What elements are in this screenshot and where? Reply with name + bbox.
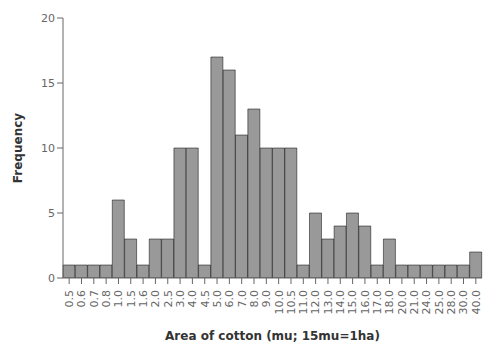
svg-text:8.0: 8.0 <box>248 290 261 308</box>
svg-text:10: 10 <box>41 142 55 155</box>
svg-text:16.0: 16.0 <box>359 290 372 315</box>
svg-text:14.0: 14.0 <box>334 290 347 315</box>
svg-text:7.0: 7.0 <box>236 290 249 308</box>
svg-text:0.6: 0.6 <box>75 290 88 308</box>
svg-text:9.0: 9.0 <box>260 290 273 308</box>
svg-text:24.0: 24.0 <box>420 290 433 315</box>
svg-text:1.5: 1.5 <box>125 290 138 308</box>
svg-text:1.6: 1.6 <box>137 290 150 308</box>
svg-text:4.0: 4.0 <box>186 290 199 308</box>
svg-text:6.0: 6.0 <box>223 290 236 308</box>
svg-text:10.5: 10.5 <box>285 290 298 315</box>
svg-text:1.0: 1.0 <box>112 290 125 308</box>
svg-text:0.7: 0.7 <box>88 290 101 308</box>
svg-text:25.0: 25.0 <box>433 290 446 315</box>
svg-text:20: 20 <box>41 12 55 25</box>
svg-text:Area of cotton (mu; 15mu=1ha): Area of cotton (mu; 15mu=1ha) <box>165 329 380 343</box>
svg-text:17.0: 17.0 <box>371 290 384 315</box>
svg-text:30.0: 30.0 <box>457 290 470 315</box>
svg-text:11.0: 11.0 <box>297 290 310 315</box>
svg-text:15.0: 15.0 <box>346 290 359 315</box>
svg-text:15: 15 <box>41 77 55 90</box>
svg-text:12.0: 12.0 <box>309 290 322 315</box>
svg-text:4.5: 4.5 <box>199 290 212 308</box>
svg-text:2.0: 2.0 <box>149 290 162 308</box>
svg-text:20.0: 20.0 <box>396 290 409 315</box>
svg-text:0.8: 0.8 <box>100 290 113 308</box>
svg-text:10.0: 10.0 <box>273 290 286 315</box>
svg-text:Frequency: Frequency <box>11 113 25 183</box>
svg-text:28.0: 28.0 <box>445 290 458 315</box>
svg-text:40.0: 40.0 <box>470 290 483 315</box>
svg-text:13.0: 13.0 <box>322 290 335 315</box>
svg-text:0: 0 <box>48 272 55 285</box>
svg-text:5: 5 <box>48 207 55 220</box>
svg-text:0.5: 0.5 <box>63 290 76 308</box>
svg-text:18.0: 18.0 <box>383 290 396 315</box>
svg-text:2.5: 2.5 <box>162 290 175 308</box>
svg-text:21.0: 21.0 <box>408 290 421 315</box>
svg-text:5.0: 5.0 <box>211 290 224 308</box>
svg-text:3.0: 3.0 <box>174 290 187 308</box>
